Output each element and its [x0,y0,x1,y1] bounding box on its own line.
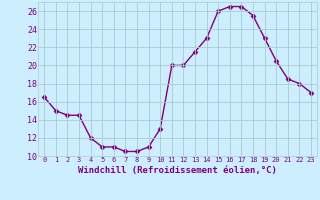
X-axis label: Windchill (Refroidissement éolien,°C): Windchill (Refroidissement éolien,°C) [78,166,277,175]
